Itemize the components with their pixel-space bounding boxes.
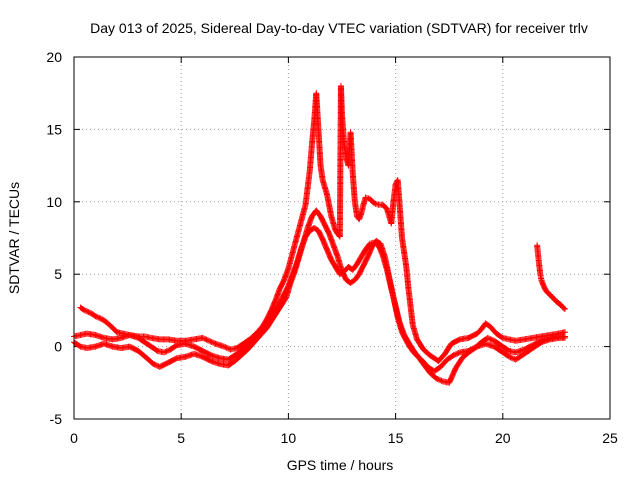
data-point: [92, 313, 99, 320]
data-point: [222, 344, 229, 351]
data-point: [224, 345, 231, 352]
data-point: [484, 334, 491, 341]
data-point: [83, 307, 90, 314]
data-point: [221, 343, 228, 350]
data-point: [162, 348, 169, 355]
data-point: [95, 314, 102, 321]
data-point: [433, 375, 440, 382]
data-point: [561, 305, 568, 312]
data-point: [207, 338, 214, 345]
x-tick-label: 15: [388, 430, 404, 446]
data-point: [506, 353, 513, 360]
data-point: [438, 377, 445, 384]
data-point: [93, 313, 100, 320]
data-point: [199, 334, 206, 341]
y-tick-label: 10: [46, 194, 62, 210]
y-axis-label: SDTVAR / TECUs: [6, 182, 22, 294]
data-point: [204, 337, 211, 344]
y-tick-label: -5: [50, 411, 63, 427]
data-point: [206, 337, 213, 344]
y-tick-label: 0: [54, 339, 62, 355]
data-point: [202, 336, 209, 343]
x-tick-label: 0: [70, 430, 78, 446]
data-point: [84, 308, 91, 315]
ticks: 0 5 10 15 20 25 -5 0 5 10 15 20: [46, 49, 618, 446]
data-point: [486, 335, 493, 342]
data-point: [164, 347, 171, 354]
data-point: [223, 344, 230, 351]
data-point: [151, 361, 158, 368]
data-point: [163, 348, 170, 355]
y-tick-label: 15: [46, 121, 62, 137]
data-point: [561, 334, 568, 341]
data-point: [450, 352, 457, 359]
data-point: [488, 336, 495, 343]
x-tick-label: 5: [177, 430, 185, 446]
data-point: [434, 376, 441, 383]
data-point: [437, 377, 444, 384]
data-point: [161, 349, 168, 356]
data-point: [560, 305, 567, 312]
chart-title: Day 013 of 2025, Sidereal Day-to-day VTE…: [90, 20, 588, 36]
x-tick-label: 25: [602, 430, 618, 446]
data-point: [454, 350, 461, 357]
y-tick-label: 20: [46, 49, 62, 65]
data-point: [211, 340, 218, 347]
data-point: [203, 336, 210, 343]
x-axis-label: GPS time / hours: [287, 457, 394, 473]
data-point: [451, 351, 458, 358]
y-tick-label: 5: [54, 266, 62, 282]
data-points: [71, 82, 568, 386]
data-point: [455, 349, 462, 356]
data-point: [96, 314, 103, 321]
data-point: [85, 309, 92, 316]
x-tick-label: 10: [281, 430, 297, 446]
data-point: [507, 354, 514, 361]
data-point: [508, 354, 515, 361]
data-point: [208, 338, 215, 345]
data-point: [435, 376, 442, 383]
data-point: [453, 351, 460, 358]
x-tick-label: 20: [495, 430, 511, 446]
data-point: [81, 307, 88, 314]
data-point: [200, 335, 207, 342]
plot-frame: [73, 56, 611, 420]
data-point: [152, 362, 159, 369]
data-point: [209, 339, 216, 346]
data-point: [150, 360, 157, 367]
data-point: [487, 336, 494, 343]
